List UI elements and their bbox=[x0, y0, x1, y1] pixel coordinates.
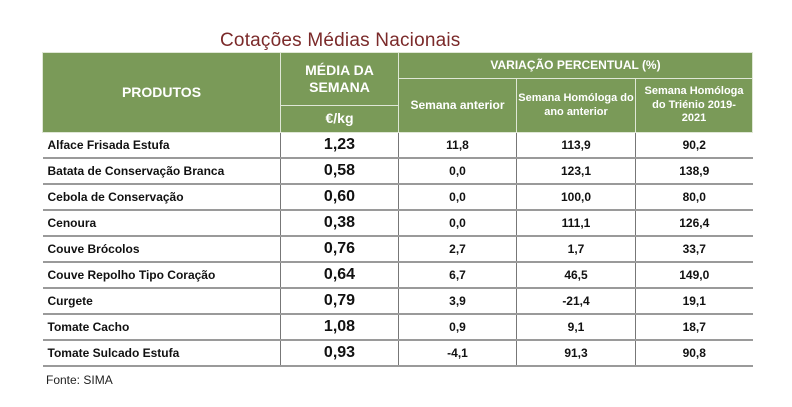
cell-preco: 0,38 bbox=[280, 210, 399, 237]
table-row: Cenoura 0,38 0,0 111,1 126,4 bbox=[42, 210, 753, 237]
header-homologa-ano: Semana Homóloga do ano anterior bbox=[516, 78, 636, 133]
cell-v3: 126,4 bbox=[635, 210, 753, 237]
table-row: Batata de Conservação Branca 0,58 0,0 123,1… bbox=[42, 158, 753, 185]
cell-v2: 1,7 bbox=[516, 236, 636, 263]
cell-produto: Tomate Cacho bbox=[42, 314, 281, 341]
table-row: Couve Brócolos 0,76 2,7 1,7 33,7 bbox=[42, 236, 753, 263]
table-row: Alface Frisada Estufa 1,23 11,8 113,9 90,2 bbox=[42, 132, 753, 159]
cell-v1: 2,7 bbox=[398, 236, 517, 263]
source-note: Fonte: SIMA bbox=[46, 373, 113, 387]
cell-preco: 0,64 bbox=[280, 262, 399, 289]
cell-preco: 0,79 bbox=[280, 288, 399, 315]
header-unit: €/kg bbox=[280, 105, 399, 133]
table-row: Cebola de Conservação 0,60 0,0 100,0 80,0 bbox=[42, 184, 753, 211]
table-row: Tomate Sulcado Estufa 0,93 -4,1 91,3 90,8 bbox=[42, 340, 753, 367]
cell-v3: 18,7 bbox=[635, 314, 753, 341]
cell-v1: 0,9 bbox=[398, 314, 517, 341]
table-row: Tomate Cacho 1,08 0,9 9,1 18,7 bbox=[42, 314, 753, 341]
cell-v3: 90,2 bbox=[635, 132, 753, 159]
cell-v1: 0,0 bbox=[398, 184, 517, 211]
cell-produto: Batata de Conservação Branca bbox=[42, 158, 281, 185]
cell-v3: 33,7 bbox=[635, 236, 753, 263]
cell-v1: 6,7 bbox=[398, 262, 517, 289]
cell-preco: 0,93 bbox=[280, 340, 399, 367]
cell-produto: Cenoura bbox=[42, 210, 281, 237]
cell-produto: Tomate Sulcado Estufa bbox=[42, 340, 281, 367]
cell-produto: Cebola de Conservação bbox=[42, 184, 281, 211]
cell-v2: 113,9 bbox=[516, 132, 636, 159]
cell-preco: 0,76 bbox=[280, 236, 399, 263]
cell-v2: 9,1 bbox=[516, 314, 636, 341]
cell-produto: Alface Frisada Estufa bbox=[42, 132, 281, 159]
header-semana-anterior: Semana anterior bbox=[398, 78, 517, 133]
cell-v3: 19,1 bbox=[635, 288, 753, 315]
cell-v3: 90,8 bbox=[635, 340, 753, 367]
cell-v2: 100,0 bbox=[516, 184, 636, 211]
cell-v1: 0,0 bbox=[398, 158, 517, 185]
cell-v1: -4,1 bbox=[398, 340, 517, 367]
header-variacao: VARIAÇÃO PERCENTUAL (%) bbox=[398, 52, 753, 79]
cell-v3: 138,9 bbox=[635, 158, 753, 185]
cell-preco: 1,23 bbox=[280, 132, 399, 159]
cell-produto: Curgete bbox=[42, 288, 281, 315]
cell-v2: 91,3 bbox=[516, 340, 636, 367]
cell-v1: 0,0 bbox=[398, 210, 517, 237]
cell-preco: 0,60 bbox=[280, 184, 399, 211]
cell-produto: Couve Brócolos bbox=[42, 236, 281, 263]
cell-v2: 111,1 bbox=[516, 210, 636, 237]
header-produtos: PRODUTOS bbox=[42, 52, 281, 133]
table-title: Cotações Médias Nacionais bbox=[220, 30, 461, 51]
cell-v3: 80,0 bbox=[635, 184, 753, 211]
cell-v1: 3,9 bbox=[398, 288, 517, 315]
cell-v2: -21,4 bbox=[516, 288, 636, 315]
cell-v3: 149,0 bbox=[635, 262, 753, 289]
cell-v1: 11,8 bbox=[398, 132, 517, 159]
table-row: Curgete 0,79 3,9 -21,4 19,1 bbox=[42, 288, 753, 315]
prices-table: PRODUTOS MÉDIA DA SEMANA VARIAÇÃO PERCEN… bbox=[42, 52, 753, 367]
cell-v2: 46,5 bbox=[516, 262, 636, 289]
cell-v2: 123,1 bbox=[516, 158, 636, 185]
table-row: Couve Repolho Tipo Coração 0,64 6,7 46,5 149… bbox=[42, 262, 753, 289]
cell-preco: 0,58 bbox=[280, 158, 399, 185]
cell-produto: Couve Repolho Tipo Coração bbox=[42, 262, 281, 289]
header-media: MÉDIA DA SEMANA bbox=[280, 52, 399, 106]
cell-preco: 1,08 bbox=[280, 314, 399, 341]
header-homologa-trienio: Semana Homóloga do Triénio 2019-2021 bbox=[635, 78, 753, 133]
